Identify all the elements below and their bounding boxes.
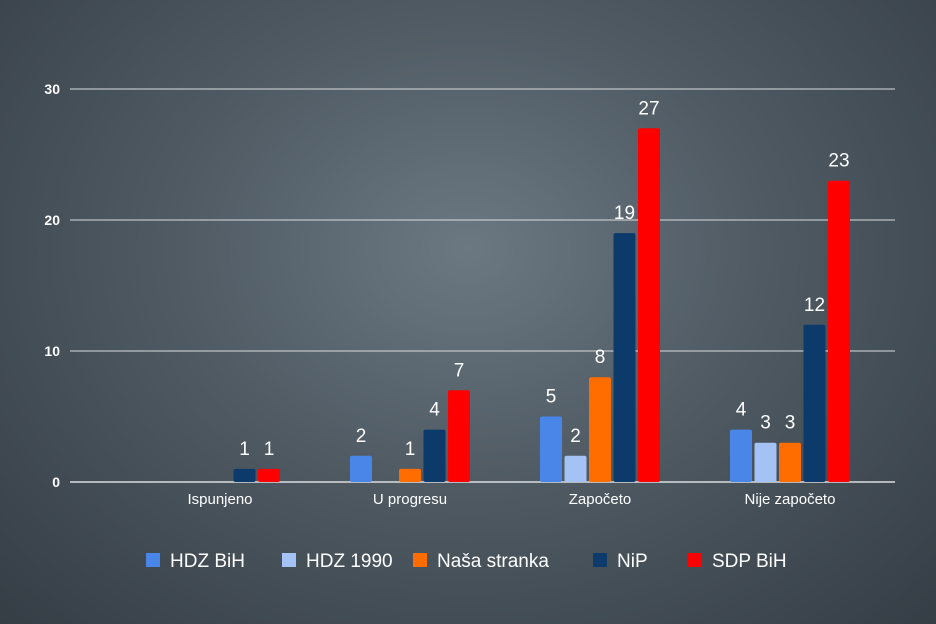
bar [448,390,470,482]
bar [540,416,562,482]
bar [589,377,611,482]
data-label: 5 [546,387,557,408]
data-label: 23 [828,151,849,172]
legend-swatch [413,553,427,567]
bar [350,455,372,482]
bar [564,455,587,482]
bars [233,128,850,483]
bar [423,429,446,482]
x-axis-categories: Ispunjeno U progresu Započeto Nije započeto [187,491,835,508]
data-label: 2 [570,426,581,447]
data-label: 4 [736,400,747,421]
bar [638,128,660,483]
y-tick-label: 0 [52,474,60,490]
x-tick-label: U progresu [373,491,447,508]
x-tick-label: Ispunjeno [187,491,252,508]
data-label: 3 [760,413,771,434]
bar [233,468,256,482]
legend-label: HDZ 1990 [306,551,393,572]
data-label: 2 [356,426,367,447]
y-tick-label: 20 [44,212,60,228]
legend-label: NiP [617,551,648,572]
bar [754,442,777,482]
data-label: 4 [429,400,440,421]
x-tick-label: Nije započeto [745,491,836,508]
bar [779,442,801,482]
data-label: 8 [595,347,606,368]
bar [803,324,826,482]
data-label: 7 [454,360,465,381]
legend: HDZ BiH HDZ 1990 Naša stranka NiP SDP BiH [146,551,787,572]
y-tick-label: 10 [44,343,60,359]
bar [258,468,280,482]
legend-label: Naša stranka [437,551,549,572]
data-label: 1 [405,439,416,460]
legend-label: SDP BiH [712,551,787,572]
legend-label: HDZ BiH [170,551,245,572]
data-label: 3 [785,413,796,434]
legend-swatch [688,553,702,567]
data-label: 12 [804,295,825,316]
data-label: 27 [638,98,659,119]
bar [399,468,421,482]
data-label: 1 [239,439,250,460]
legend-swatch [593,553,607,567]
y-tick-label: 30 [44,81,60,97]
legend-swatch [282,553,296,567]
bar [730,429,752,482]
y-axis-ticks: 0 10 20 30 [44,81,60,490]
bar [613,233,636,482]
data-label: 19 [614,203,635,224]
data-label: 1 [264,439,275,460]
x-tick-label: Započeto [569,491,632,508]
legend-swatch [146,553,160,567]
bar [828,180,850,482]
gridlines [70,88,895,483]
